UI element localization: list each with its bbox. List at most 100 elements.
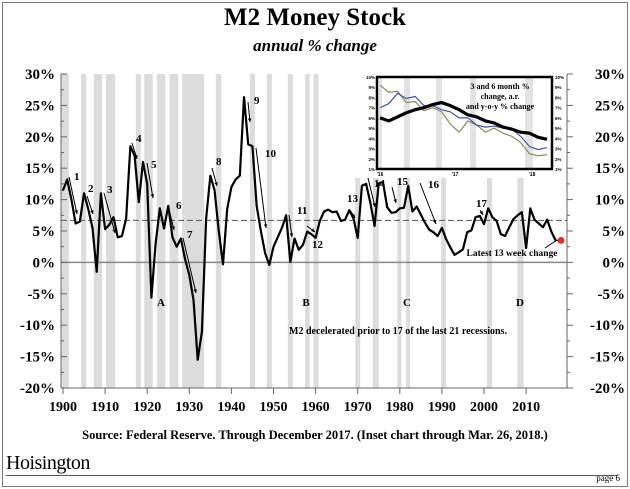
data-point bbox=[546, 218, 548, 221]
source-note: Source: Federal Reserve. Through Decembe… bbox=[82, 428, 548, 442]
arrow-head bbox=[263, 224, 268, 228]
recession-band bbox=[182, 74, 205, 388]
data-point bbox=[356, 237, 359, 239]
data-point bbox=[331, 211, 334, 213]
inset-y-label-right: 5% bbox=[555, 126, 562, 131]
data-point bbox=[112, 216, 115, 218]
inset-y-label: 4% bbox=[368, 136, 375, 141]
data-point bbox=[306, 230, 308, 233]
data-point bbox=[146, 183, 148, 185]
inset-y-label: 6% bbox=[368, 116, 375, 121]
data-point bbox=[226, 208, 228, 210]
y-tick-label-right: -5% bbox=[598, 287, 626, 303]
annotation-arrow bbox=[68, 176, 78, 215]
y-tick-label: 0% bbox=[33, 255, 56, 271]
data-point bbox=[344, 218, 346, 221]
data-point bbox=[285, 214, 287, 217]
data-point bbox=[74, 222, 77, 225]
data-point bbox=[201, 330, 203, 333]
data-point bbox=[247, 143, 250, 146]
data-point bbox=[453, 254, 456, 256]
annotation-number-10: 10 bbox=[265, 148, 277, 160]
annotation-arrow bbox=[367, 177, 376, 208]
data-point bbox=[361, 184, 363, 187]
annotation-arrow bbox=[146, 162, 154, 199]
inset-title-line: and y-o-y % change bbox=[466, 102, 535, 111]
data-point bbox=[175, 245, 178, 248]
recession-band bbox=[486, 74, 492, 388]
arrow-head bbox=[90, 210, 94, 214]
data-point bbox=[394, 211, 397, 213]
inset-y-label: 2% bbox=[368, 157, 375, 162]
annotation-number-12: 12 bbox=[312, 239, 324, 251]
annotation-number-3: 3 bbox=[107, 184, 113, 196]
data-point bbox=[314, 237, 317, 239]
data-point bbox=[474, 216, 477, 218]
data-point bbox=[125, 217, 127, 220]
y-tick-label: 20% bbox=[25, 130, 55, 146]
arrow-head bbox=[193, 289, 197, 293]
inset-frame bbox=[375, 75, 554, 171]
data-point bbox=[399, 207, 401, 210]
data-point bbox=[470, 229, 473, 232]
arrow-head bbox=[247, 118, 252, 122]
data-point bbox=[327, 208, 330, 211]
data-point bbox=[500, 233, 502, 235]
y-tick-label: -5% bbox=[28, 287, 56, 303]
y-tick-label-right: -15% bbox=[590, 350, 625, 366]
data-point bbox=[276, 236, 279, 239]
data-point bbox=[445, 238, 447, 240]
latest-arrow bbox=[544, 239, 558, 249]
data-point bbox=[525, 247, 527, 249]
data-point bbox=[297, 249, 300, 251]
inset-y-label-right: 1% bbox=[555, 167, 562, 172]
data-point bbox=[348, 209, 351, 212]
data-point bbox=[137, 201, 140, 203]
y-tick-label-right: -10% bbox=[590, 318, 625, 334]
data-point bbox=[352, 217, 355, 220]
data-point bbox=[116, 236, 119, 239]
data-point bbox=[129, 145, 132, 148]
data-point bbox=[159, 207, 161, 210]
data-point bbox=[369, 201, 372, 204]
y-tick-label: -20% bbox=[20, 381, 55, 397]
inset-shading bbox=[379, 77, 382, 169]
data-point bbox=[516, 214, 519, 217]
inset-title-line: change, a.r. bbox=[481, 92, 520, 101]
annotation-arrow bbox=[182, 237, 197, 294]
arrow-head bbox=[289, 233, 294, 237]
data-point bbox=[335, 210, 338, 213]
data-point bbox=[95, 271, 98, 273]
x-tick-label: 1920 bbox=[133, 400, 161, 415]
recession-band bbox=[105, 74, 116, 388]
data-point bbox=[230, 186, 233, 188]
inset-y-label-right: 6% bbox=[555, 116, 562, 121]
inset-x-label: '16 bbox=[377, 172, 384, 178]
y-tick-label: 25% bbox=[25, 98, 55, 114]
data-point bbox=[420, 213, 422, 216]
data-point bbox=[293, 237, 296, 240]
arrow-head bbox=[74, 210, 78, 214]
data-point bbox=[386, 206, 388, 208]
annotation-number-4: 4 bbox=[136, 133, 142, 145]
x-tick-label: 1950 bbox=[260, 400, 288, 415]
inset-chart: 10% 10% 9% 9% 8% 8% 7% 7% 6% 6% 5% 5% 4% 4% 3% 3% 2% 2% 1%… bbox=[355, 74, 566, 178]
data-point bbox=[407, 184, 410, 187]
recession-band bbox=[135, 74, 141, 388]
data-point bbox=[251, 145, 254, 148]
arrow-head bbox=[393, 199, 397, 203]
x-tick-label: 1930 bbox=[175, 400, 203, 415]
data-point bbox=[340, 220, 342, 222]
data-point bbox=[436, 235, 439, 237]
data-point bbox=[70, 198, 73, 201]
data-point bbox=[373, 225, 376, 227]
data-point bbox=[264, 252, 266, 254]
data-point bbox=[272, 245, 275, 248]
recession-band bbox=[313, 74, 319, 388]
data-point bbox=[302, 244, 304, 246]
inset-shading bbox=[436, 77, 442, 169]
x-tick-label: 1940 bbox=[217, 400, 245, 415]
data-point bbox=[533, 218, 536, 221]
